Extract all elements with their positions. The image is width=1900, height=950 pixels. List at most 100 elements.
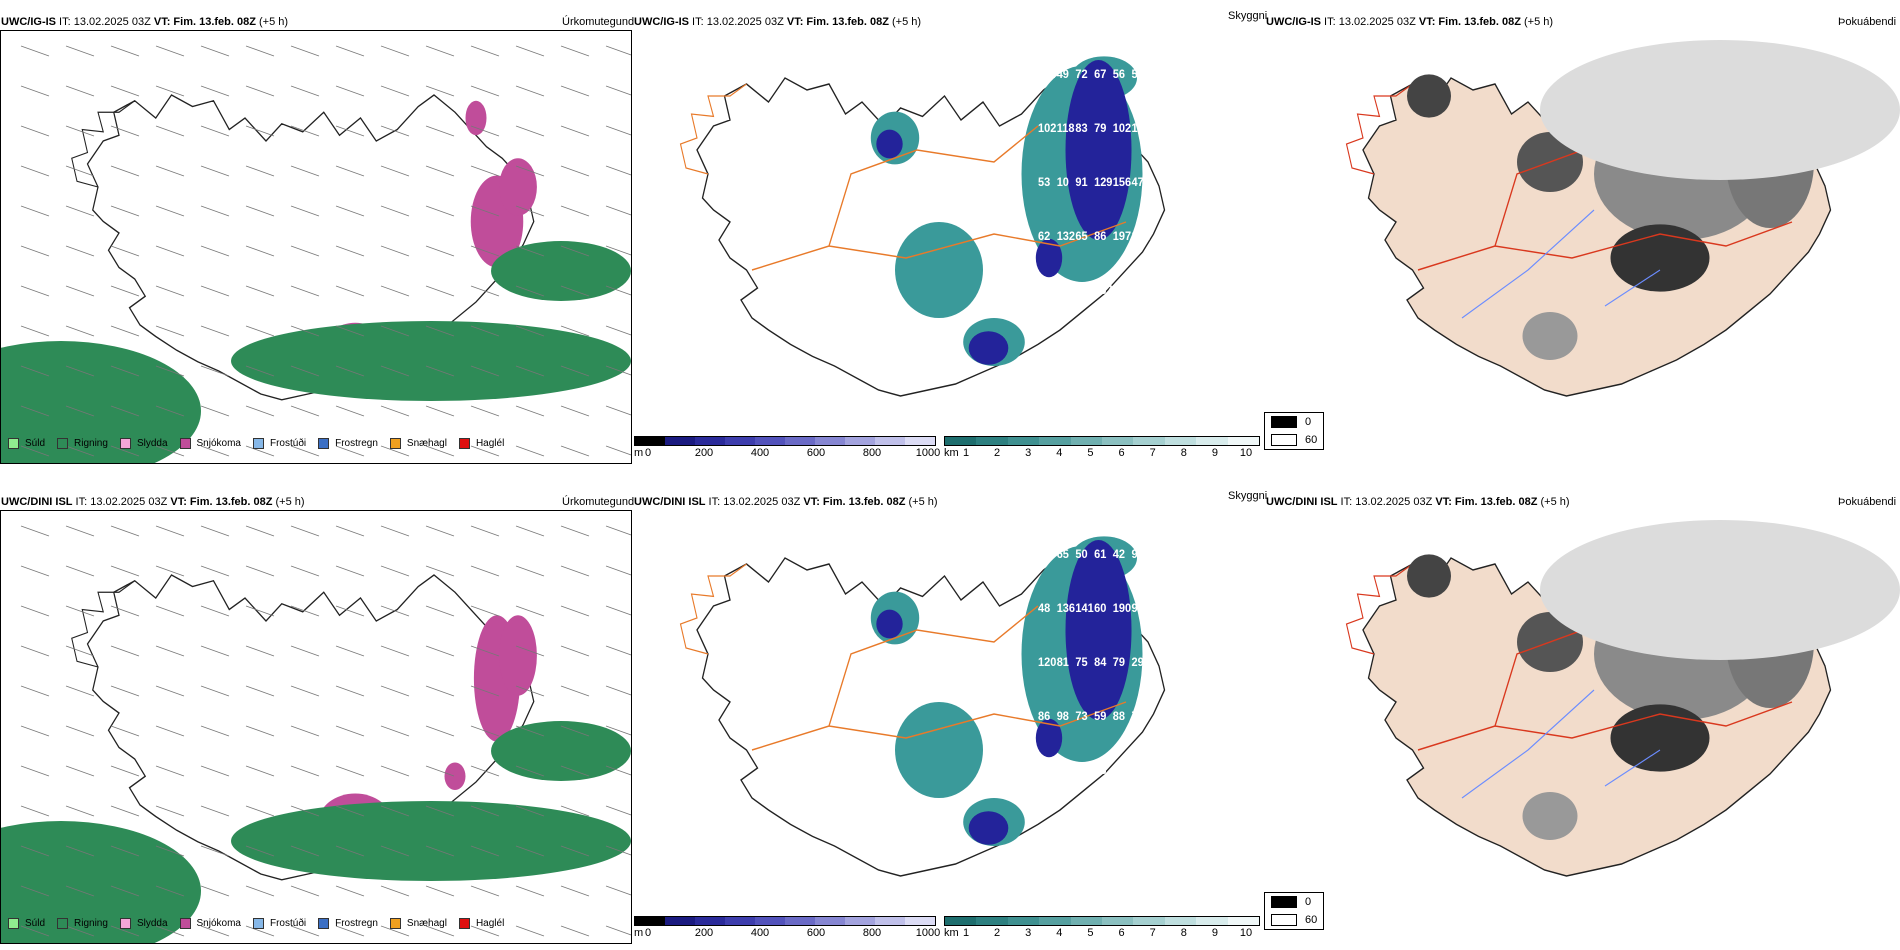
fog-area [1522,312,1578,360]
wind-barb [380,685,410,697]
ceiling-label: 79 [1113,657,1125,670]
ceiling-ticks: 0 200 400 600 800 1000 [645,927,940,941]
wind-barb [20,125,50,137]
wind-barb [335,805,365,817]
wind-barb [110,85,140,97]
precip-header: UWC/IG-IS IT: 13.02.2025 03Z VT: Fim. 13… [1,16,288,29]
colorbar-tick: 5 [1087,447,1094,459]
legend-swatch [252,918,264,929]
wind-barb [110,605,140,617]
ceiling-label: 62 [1038,231,1050,244]
legend-item: Snjókoma [179,438,241,449]
ceiling-label: 92 [1132,603,1144,616]
colorbar-tick: 4 [1056,447,1063,459]
wind-barb [605,605,631,616]
colorbar-tick: 200 [694,927,714,939]
visibility-ticks: 1 2 3 4 5 6 7 8 9 10 [963,927,1252,941]
colorbar-tick: 7 [1149,447,1156,459]
wind-barb [560,805,590,817]
model-name: UWC/IG-IS [1266,16,1321,28]
wind-barb [605,805,631,816]
wind-barb [65,565,95,577]
wind-barb [290,685,320,697]
wind-barb [605,165,631,176]
legend-swatch [389,918,401,929]
wind-barb [605,365,631,376]
wind-barb [155,805,185,817]
ceiling-label: 118 [1057,123,1075,136]
fog-map[interactable] [1300,510,1900,910]
wind-barb [200,205,230,217]
wind-barb [65,365,95,377]
wind-barb [515,685,545,697]
wind-barb [470,405,500,417]
ceiling-label: 141 [1075,603,1094,616]
wind-barb [110,165,140,177]
wind-barb [20,365,50,377]
legend-label: Frostúði [269,918,307,929]
wind-barb [200,845,230,857]
road [751,605,1127,751]
model-name: UWC/IG-IS [634,16,689,28]
wind-barb [20,725,50,737]
wind-barb [155,645,185,657]
wind-barb [200,685,230,697]
wind-barb [515,725,545,737]
wind-barb [380,205,410,217]
legend-label: Rigning [74,438,108,449]
colorbar-segment [905,917,935,925]
wind-barb [290,285,320,297]
cloud-map[interactable]: 98 65 50 61 42 94 48 136 141 60 190 92 120 81 75 84 79 29… [634,510,1264,910]
wind-barb [290,325,320,337]
colorbar-segment [875,437,905,445]
legend-label: Rigning [74,918,108,929]
wind-barb [290,405,320,417]
ceiling-label: 55 [895,339,908,352]
ceiling-label: 102 [1038,123,1056,136]
precip-map[interactable] [0,30,632,464]
precip-legend: Súld Rigning Slydda Snjókoma Frostúði Frostre… [8,918,516,929]
fog-legend-swatch [1271,914,1297,926]
visibility-ticks: 1 2 3 4 5 6 7 8 9 10 [963,447,1252,461]
wind-barb [20,925,50,937]
road [751,125,1127,271]
ceiling-label: 50 [1075,549,1087,562]
wind-barb [110,205,140,217]
ceiling-label: 48 [1038,603,1051,616]
wind-barb [335,565,365,577]
wind-barb [65,45,95,57]
wind-barb [335,85,365,97]
colorbar-segment [1007,917,1040,925]
wind-barb [245,125,275,137]
wind-barb [380,845,410,857]
ceiling-label: 66 [914,339,926,352]
colorbar-segment [635,917,665,925]
init-time: IT: 13.02.2025 03Z [1321,16,1419,28]
ceiling-label: 197 [1113,231,1131,244]
model-name: UWC/IG-IS [1,16,56,28]
ceiling-label: 136 [1057,603,1075,616]
wind-barb [470,725,500,737]
init-time: IT: 13.02.2025 03Z [689,16,787,28]
wind-barb [380,725,410,737]
legend-swatch [8,918,19,929]
fog-map[interactable] [1300,30,1900,430]
visibility-area [895,702,983,798]
wind-barb [470,605,500,617]
legend-label: Snæhagl [406,918,447,929]
precip-map[interactable] [0,510,632,944]
ceiling-unit: m [634,447,644,459]
wind-barb [515,805,545,817]
wind-barb [290,605,320,617]
valid-time: VT: Fim. 13.feb. 08Z [1435,496,1538,508]
wind-barb [200,885,230,897]
wind-barb [245,205,275,217]
legend-label: Frostregn [335,438,378,449]
wind-barb [200,645,230,657]
wind-barb [380,405,410,417]
model-name: UWC/DINI ISL [1266,496,1338,508]
cloud-title: Skyggni [1228,490,1268,502]
wind-barb [65,885,95,897]
lead-time: (+5 h) [272,496,305,508]
